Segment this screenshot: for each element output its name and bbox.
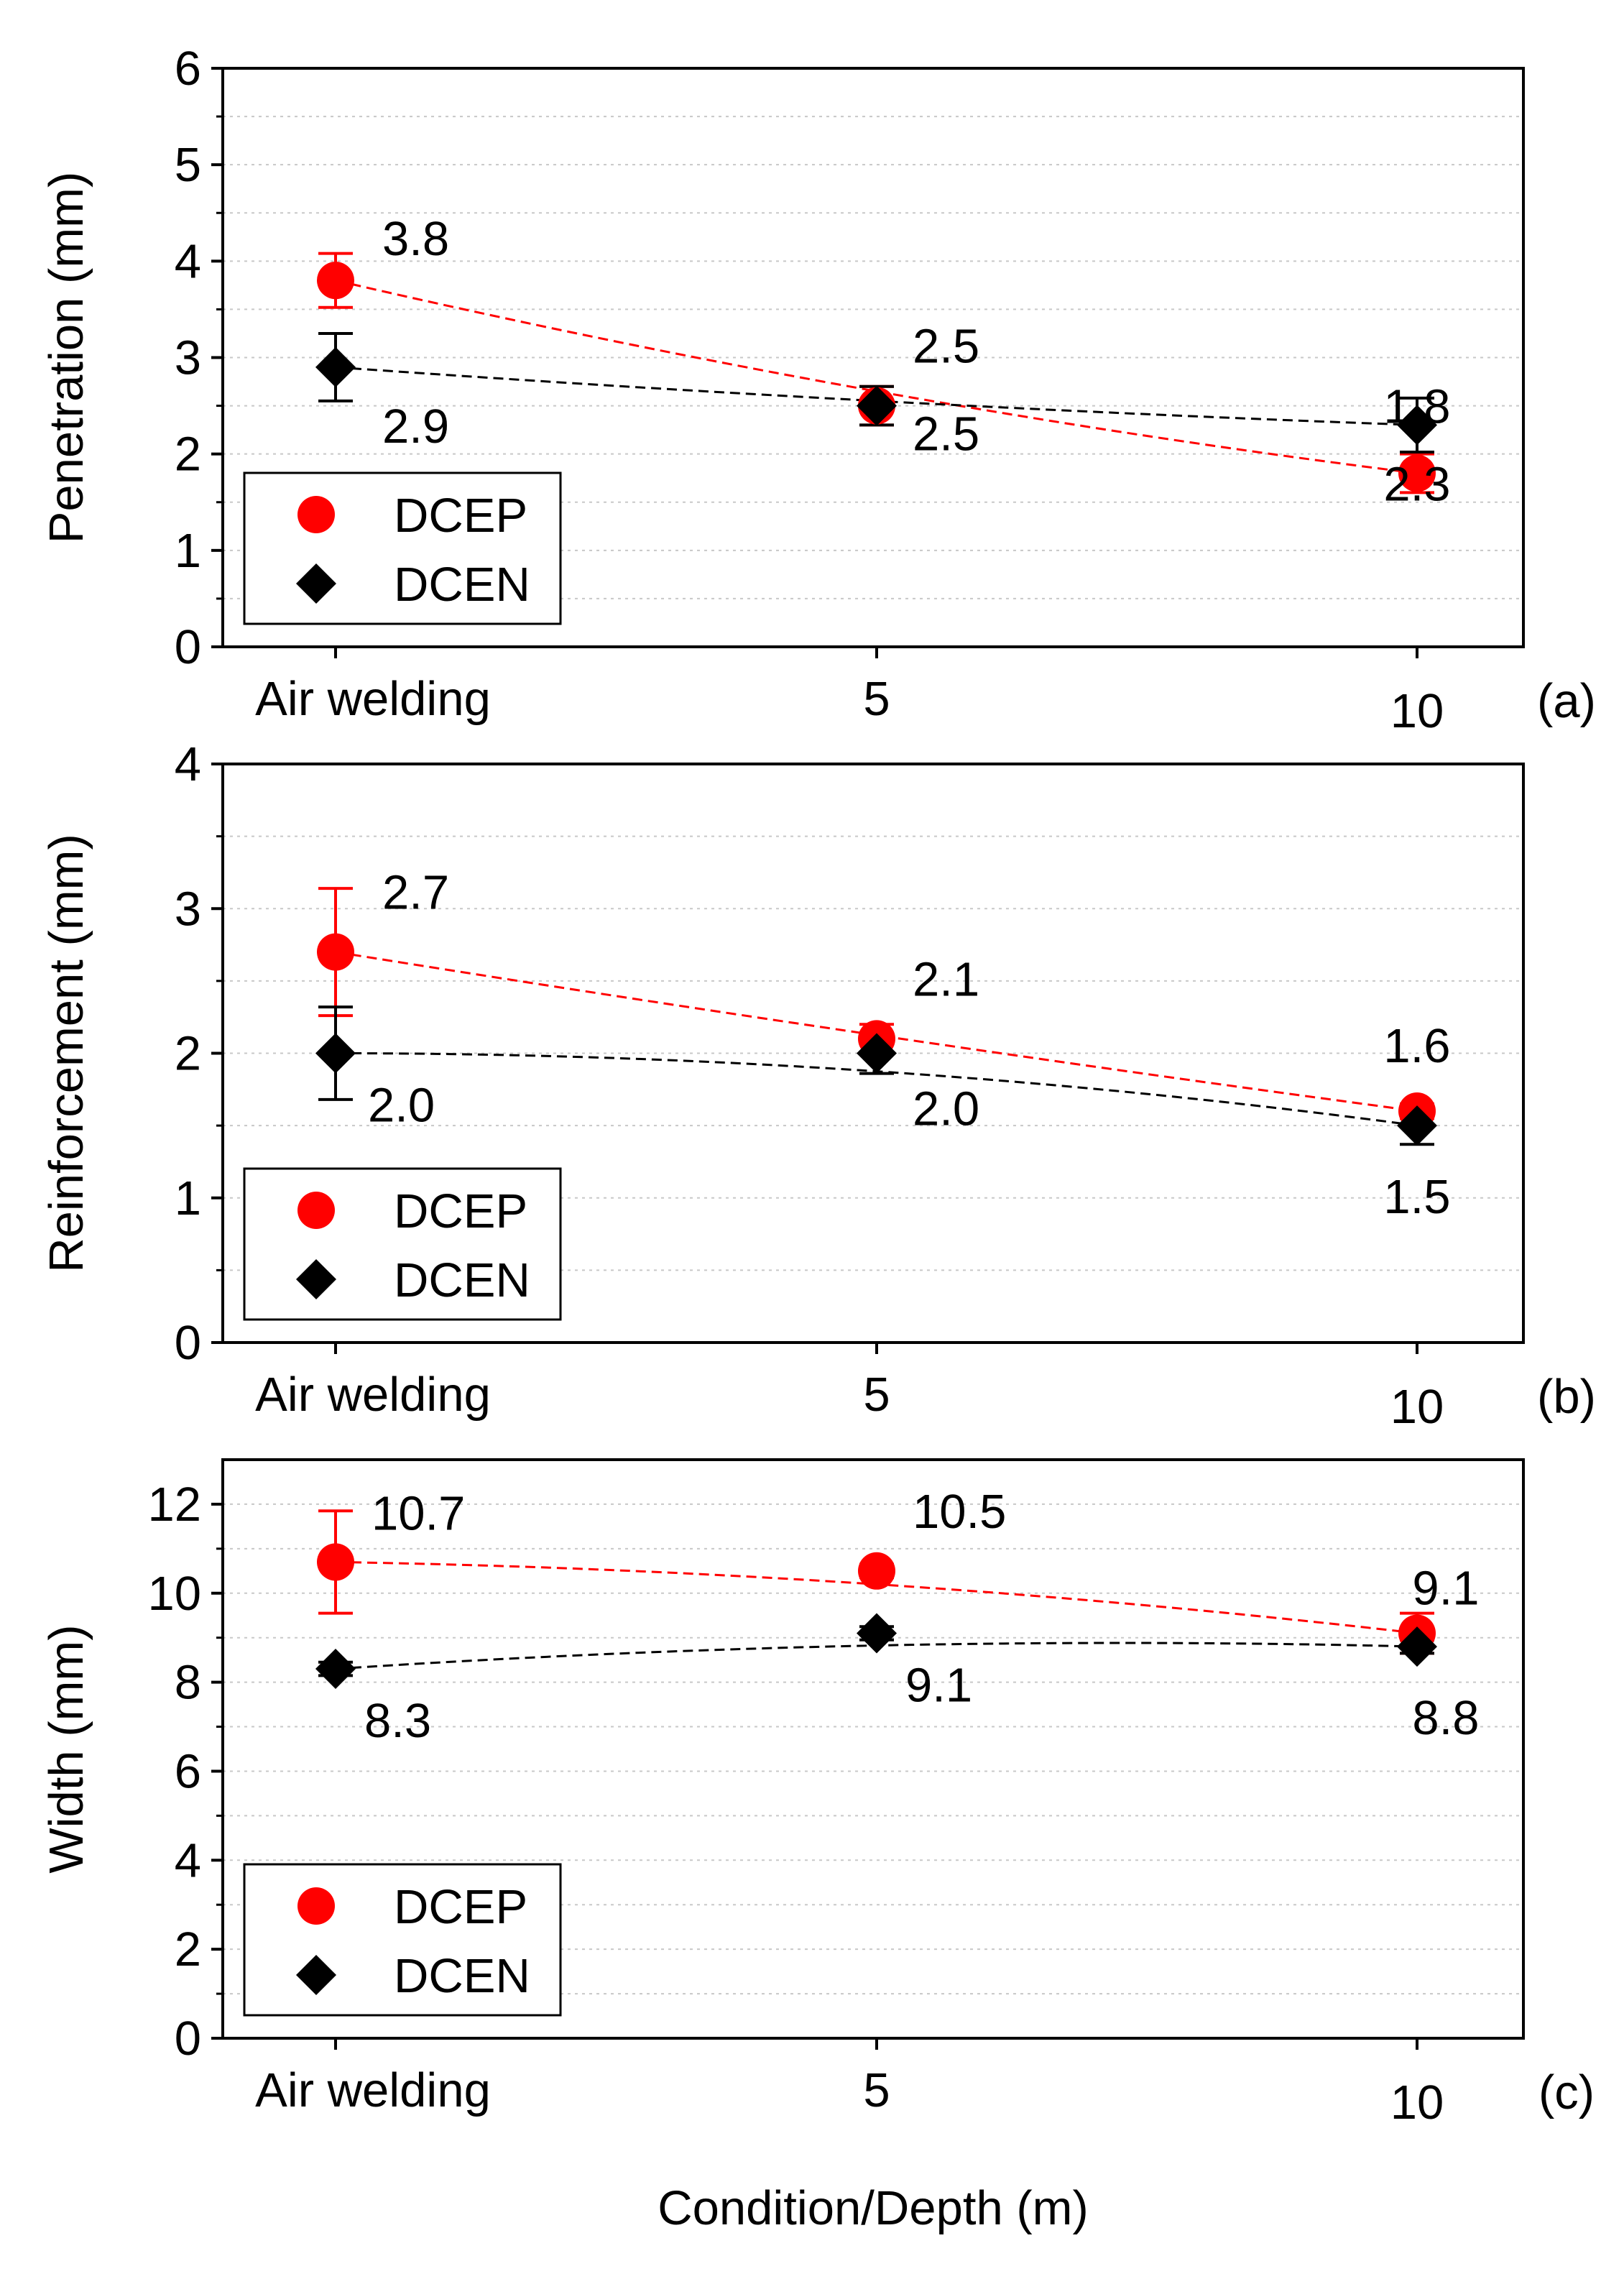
data-label-dcep: 1.6 (1383, 1019, 1450, 1073)
data-point-dcen (1397, 1626, 1437, 1667)
y-tick-label: 12 (147, 1478, 201, 1532)
y-tick-label: 4 (175, 234, 201, 288)
trend-line-dcep (335, 279, 1418, 474)
x-tick-label: Air welding (255, 672, 491, 726)
legend-marker-dcep (297, 1887, 335, 1925)
panel-a: 0 1 2 3 4 5 6 Air welding 5 10 Penetration (mm) (a)… (40, 42, 1596, 738)
data-label-dcep: 2.5 (913, 320, 979, 374)
legend-marker-dcen (296, 563, 336, 604)
y-tick-label: 6 (175, 42, 201, 96)
data-point-dcen (315, 1033, 356, 1074)
legend-marker-dcen (296, 1259, 336, 1299)
data-label-dcep: 9.1 (1412, 1562, 1479, 1616)
data-label-dcen: 2.9 (382, 400, 449, 454)
data-point-dcen (857, 1033, 897, 1074)
data-point-dcep (317, 933, 354, 971)
legend-box (243, 1863, 562, 2017)
legend: DCEP DCEN (243, 1863, 562, 2017)
data-label-dcen: 8.3 (364, 1694, 431, 1748)
x-tick-label: Air welding (255, 1368, 491, 1422)
data-label-dcep: 3.8 (382, 212, 449, 266)
y-tick-label: 8 (175, 1656, 201, 1710)
data-point-dcen (1397, 1105, 1437, 1146)
y-tick-label: 1 (175, 1171, 201, 1225)
y-tick-label: 6 (175, 1744, 201, 1798)
data-point-dcen (857, 385, 897, 426)
x-tick-label: 5 (863, 672, 890, 726)
y-axis-title: Penetration (mm) (40, 172, 93, 544)
y-tick-label: 2 (175, 1027, 201, 1081)
panel-label: (b) (1537, 1370, 1596, 1424)
x-tick-label: 5 (863, 1368, 890, 1422)
y-tick-label: 3 (175, 882, 201, 936)
legend-label: DCEP (394, 489, 527, 543)
data-point-dcen (1397, 405, 1437, 446)
y-tick-label: 2 (175, 1923, 201, 1976)
x-tick-label: 10 (1390, 2076, 1444, 2130)
panel-c: 0 2 4 6 8 10 12 Air welding 5 10 Width (mm) (c) 10.7… (40, 1458, 1595, 2130)
panel-label: (a) (1537, 674, 1596, 728)
data-point-dcep (317, 262, 354, 300)
data-point-dcep (858, 1552, 895, 1590)
data-label-dcen: 1.5 (1383, 1170, 1450, 1224)
data-point-dcen (857, 1613, 897, 1654)
legend-marker-dcen (296, 1955, 336, 1995)
legend-label: DCEP (394, 1880, 527, 1934)
y-tick-label: 10 (147, 1567, 201, 1621)
x-axis-title: Condition/Depth (m) (658, 2181, 1089, 2235)
data-label-dcen: 2.3 (1383, 457, 1450, 511)
legend-label: DCEN (394, 1253, 530, 1307)
data-label-dcep: 2.7 (382, 866, 449, 920)
y-tick-label: 0 (175, 2012, 201, 2066)
plot-frame (221, 1458, 1525, 2040)
data-label-dcep: 10.5 (913, 1485, 1006, 1539)
y-tick-label: 3 (175, 331, 201, 385)
y-tick-label: 0 (175, 1316, 201, 1370)
x-tick-label: 10 (1390, 684, 1444, 738)
data-point-dcen (315, 346, 356, 387)
data-label-dcep: 2.1 (913, 952, 979, 1006)
legend-label: DCEP (394, 1184, 527, 1238)
legend-box (243, 1167, 562, 1321)
panel-b: 0 1 2 3 4 Air welding 5 10 Reinforcement (mm) (b)… (40, 737, 1596, 1434)
legend-marker-dcep (297, 1192, 335, 1229)
legend-label: DCEN (394, 558, 530, 612)
panel-label: (c) (1538, 2066, 1595, 2119)
legend-box (243, 471, 562, 625)
data-point-dcep (317, 1543, 354, 1581)
data-label-dcen: 8.8 (1412, 1691, 1479, 1745)
x-tick-label: 5 (863, 2063, 890, 2117)
data-point-dcep (1398, 454, 1436, 492)
data-label-dcep: 10.7 (372, 1486, 465, 1540)
legend-marker-dcep (297, 496, 335, 533)
x-tick-label: Air welding (255, 2063, 491, 2117)
legend: DCEP DCEN (243, 1167, 562, 1321)
y-axis-title: Reinforcement (mm) (40, 834, 93, 1273)
y-tick-label: 5 (175, 138, 201, 192)
y-tick-label: 4 (175, 737, 201, 791)
y-tick-label: 4 (175, 1833, 201, 1887)
legend-label: DCEN (394, 1949, 530, 2003)
x-tick-label: 10 (1390, 1380, 1444, 1434)
y-tick-label: 1 (175, 524, 201, 578)
data-label-dcen: 2.5 (913, 408, 979, 461)
data-label-dcen: 9.1 (905, 1659, 972, 1713)
data-point-dcen (315, 1649, 356, 1690)
y-tick-label: 2 (175, 428, 201, 482)
data-label-dcen: 2.0 (368, 1079, 435, 1133)
y-axis-title: Width (mm) (40, 1624, 93, 1873)
legend: DCEP DCEN (243, 471, 562, 625)
data-label-dcen: 2.0 (913, 1082, 979, 1136)
y-tick-label: 0 (175, 620, 201, 674)
